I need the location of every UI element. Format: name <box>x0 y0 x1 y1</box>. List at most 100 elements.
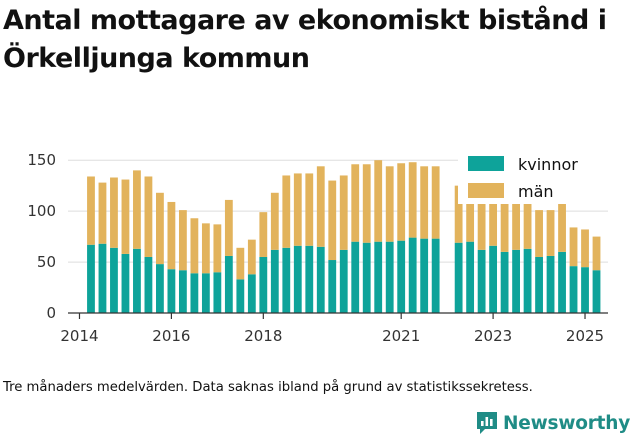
bar-kvinnor <box>178 270 187 313</box>
bar-man <box>316 166 325 247</box>
y-tick-label: 50 <box>37 253 56 271</box>
x-tick-label: 2025 <box>566 327 604 345</box>
bar-kvinnor <box>569 266 578 313</box>
bars <box>87 160 601 313</box>
stacked-bar-chart: 0 50 100 150 2014 2016 2018 2021 2023 2025 kvinno… <box>27 151 618 345</box>
bar-kvinnor <box>316 246 325 313</box>
bar-man <box>385 166 394 242</box>
bar-man <box>144 176 153 257</box>
bar-man <box>408 162 417 238</box>
bar-man <box>190 218 199 274</box>
y-tick-label: 100 <box>27 202 56 220</box>
bar-man <box>535 210 543 257</box>
bar-kvinnor <box>247 274 256 313</box>
bar-man <box>466 183 475 242</box>
bar-man <box>431 166 440 239</box>
y-tick-label: 150 <box>27 151 56 169</box>
bar-man <box>374 160 383 242</box>
bar-kvinnor <box>339 249 348 313</box>
bar-kvinnor <box>408 237 417 313</box>
bar-kvinnor <box>121 253 130 313</box>
bar-kvinnor <box>224 255 233 313</box>
bar-man <box>523 201 532 249</box>
legend: kvinnor män <box>458 152 618 204</box>
bar-kvinnor <box>133 248 141 313</box>
legend-label-man: män <box>518 182 554 201</box>
bar-man <box>500 202 509 252</box>
bar-man <box>247 239 256 275</box>
bar-kvinnor <box>293 245 302 313</box>
bar-man <box>282 175 291 248</box>
bar-man <box>270 192 279 250</box>
bar-man <box>121 179 130 254</box>
legend-swatch-kvinnor <box>468 156 504 171</box>
bar-kvinnor <box>592 270 601 313</box>
bar-kvinnor <box>512 249 520 313</box>
bar-kvinnor <box>362 242 371 313</box>
footnote: Tre månaders medelvärden. Data saknas ib… <box>3 380 533 395</box>
x-tick-label: 2023 <box>474 327 512 345</box>
bar-kvinnor <box>454 242 463 313</box>
bar-kvinnor <box>558 251 566 313</box>
bar-kvinnor <box>431 238 440 313</box>
bar-man <box>156 192 164 265</box>
bar-kvinnor <box>213 272 222 313</box>
bar-man <box>236 247 245 280</box>
bar-man <box>569 227 578 267</box>
chart-title: Antal mottagare av ekonomiskt bistånd i … <box>3 5 607 74</box>
bar-man <box>133 170 141 249</box>
bar-man <box>546 210 555 256</box>
bar-man <box>512 201 520 250</box>
brand-logo[interactable]: Newsworthy <box>476 409 630 437</box>
bar-kvinnor <box>581 267 589 313</box>
y-tick-label: 0 <box>46 304 56 322</box>
bar-man <box>558 202 566 252</box>
bar-man <box>362 164 371 243</box>
bar-kvinnor <box>259 256 268 313</box>
bar-kvinnor <box>351 241 360 313</box>
x-tick-label: 2014 <box>60 327 98 345</box>
bar-man <box>201 223 210 274</box>
bar-kvinnor <box>500 251 509 313</box>
bar-man <box>213 224 222 273</box>
bar-kvinnor <box>535 256 543 313</box>
x-tick-label: 2016 <box>152 327 190 345</box>
bar-man <box>477 192 486 250</box>
brand-name: Newsworthy <box>503 412 631 434</box>
bar-man <box>454 185 463 243</box>
bar-kvinnor <box>397 240 406 313</box>
x-tick-label: 2021 <box>382 327 420 345</box>
bar-kvinnor <box>523 248 532 313</box>
bar-kvinnor <box>110 247 118 313</box>
axes: 0 50 100 150 2014 2016 2018 2021 2023 2025 <box>27 151 608 345</box>
bar-kvinnor <box>201 273 210 313</box>
bar-man <box>489 193 498 246</box>
bar-kvinnor <box>489 245 498 313</box>
bar-man <box>339 175 348 250</box>
bar-kvinnor <box>282 247 291 313</box>
bar-man <box>259 212 268 257</box>
x-tick-label: 2018 <box>244 327 282 345</box>
bar-man <box>224 199 233 256</box>
bar-kvinnor <box>546 255 555 313</box>
bar-kvinnor <box>156 264 164 313</box>
bar-man <box>328 180 337 261</box>
bar-kvinnor <box>87 244 95 313</box>
bar-kvinnor <box>144 256 153 313</box>
bar-kvinnor <box>477 249 486 313</box>
bar-kvinnor <box>270 249 279 313</box>
bar-man <box>110 177 118 248</box>
bar-kvinnor <box>305 245 314 313</box>
bar-man <box>98 182 107 244</box>
bar-man <box>178 210 187 271</box>
bar-kvinnor <box>167 269 176 313</box>
bar-kvinnor <box>98 243 107 313</box>
newsworthy-logo-icon <box>477 412 497 434</box>
legend-swatch-man <box>468 183 504 198</box>
bar-kvinnor <box>374 241 383 313</box>
bar-man <box>351 164 360 242</box>
bar-man <box>581 229 589 268</box>
bar-man <box>420 166 429 239</box>
bar-man <box>397 163 406 241</box>
bar-kvinnor <box>236 279 245 313</box>
